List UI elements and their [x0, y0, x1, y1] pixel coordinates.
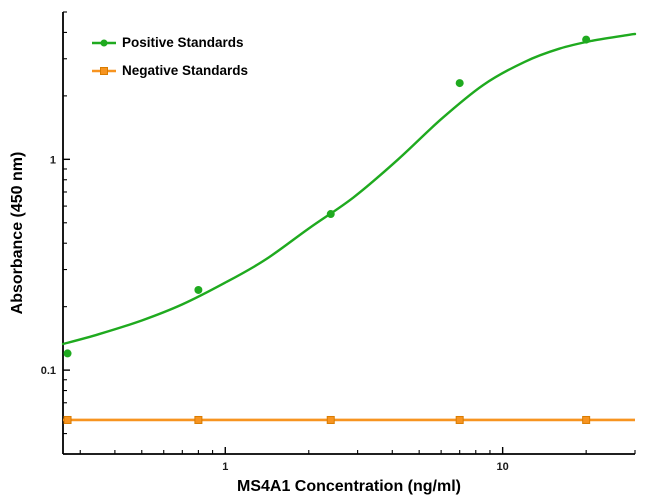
- positive-standard-point: [194, 285, 203, 294]
- y-axis-title: Absorbance (450 nm): [9, 152, 26, 315]
- negative-standard-point: [326, 415, 335, 424]
- positive-standards-fit-curve: [61, 32, 637, 346]
- negative-standard-point: [63, 415, 72, 424]
- x-tick-label: 10: [497, 461, 509, 473]
- legend: Positive Standards Negative Standards: [92, 35, 248, 78]
- negative-standard-point: [582, 415, 591, 424]
- positive-standard-point: [63, 349, 72, 358]
- negative-legend-marker-icon: [92, 67, 116, 75]
- positive-standard-point: [582, 35, 591, 44]
- y-tick-label: 1: [50, 154, 56, 166]
- legend-label-positive: Positive Standards: [122, 35, 244, 50]
- positive-standard-point: [455, 79, 464, 88]
- positive-standard-point: [326, 210, 335, 219]
- x-tick-label: 1: [222, 461, 228, 473]
- negative-standard-point: [194, 415, 203, 424]
- negative-standard-point: [455, 415, 464, 424]
- y-tick-label: 0.1: [41, 365, 56, 377]
- positive-legend-marker-icon: [92, 39, 116, 47]
- legend-label-negative: Negative Standards: [122, 63, 248, 78]
- plot-layer: 1 10 0.1 1: [41, 11, 637, 473]
- x-axis-title: MS4A1 Concentration (ng/ml): [237, 478, 461, 495]
